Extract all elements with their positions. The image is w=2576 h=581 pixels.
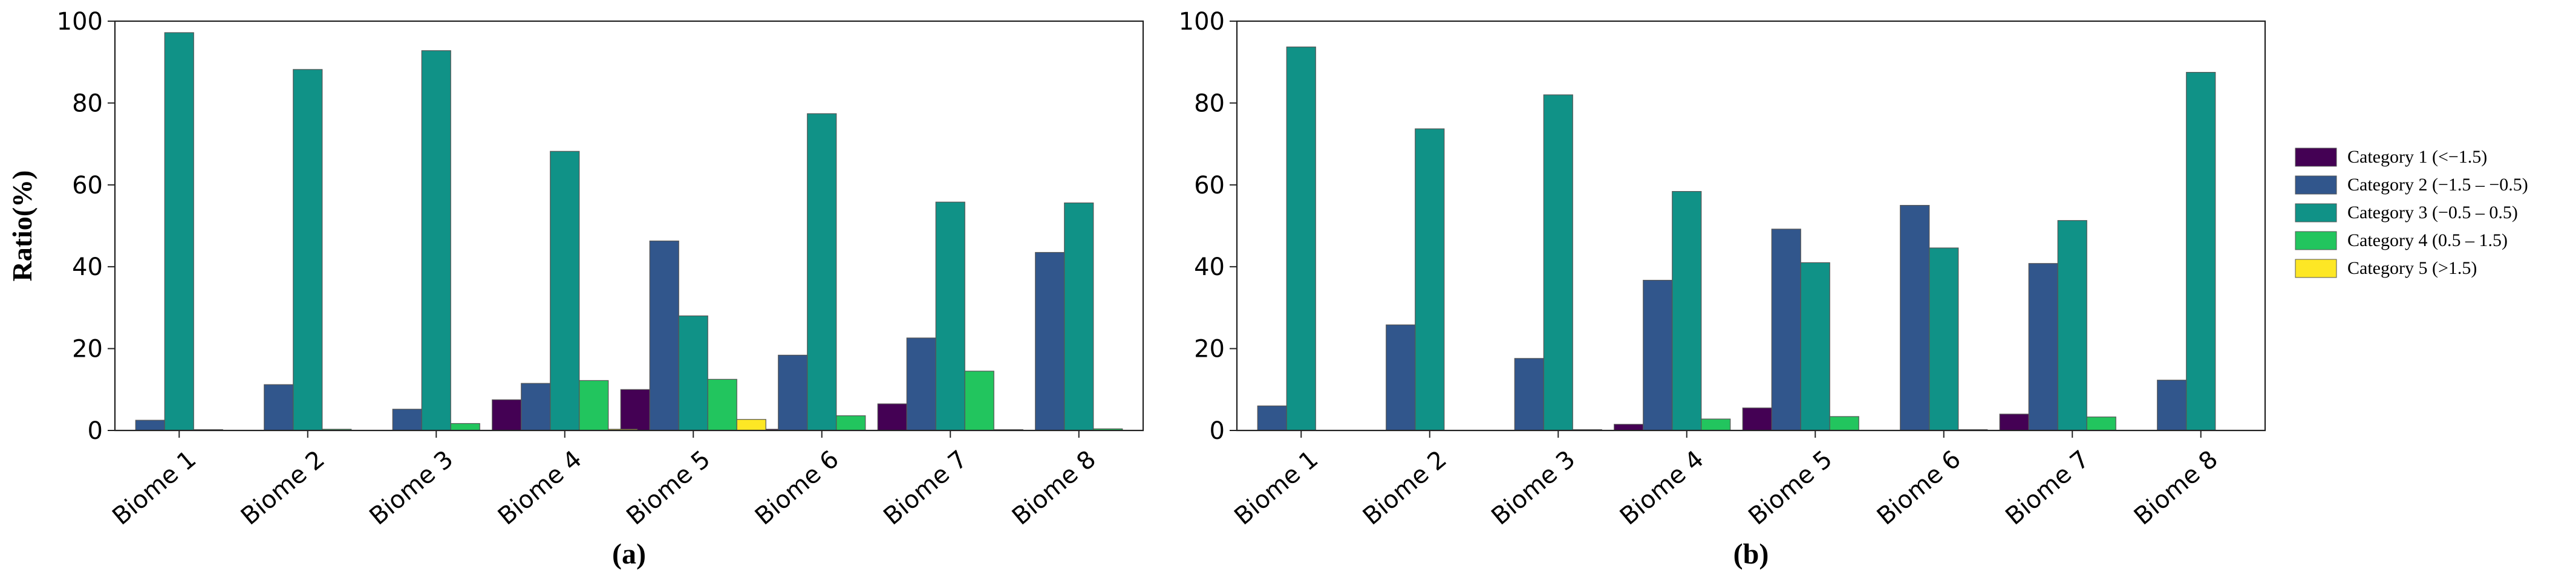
x-tick-label-b: Biome 1 [1229,445,1323,530]
bar-b-s4-c5 [1829,416,1859,431]
y-tick-label-b: 80 [1194,89,1225,117]
bar-a-s1-c4 [492,399,522,431]
bar-b-s3-c6 [1929,247,1959,431]
legend-label-4: Category 4 (0.5 – 1.5) [2347,230,2508,250]
panel-label-b: (b) [1733,538,1769,570]
y-tick-label-b: 20 [1194,336,1225,363]
bar-b-s4-c7 [2086,417,2116,431]
bar-a-s3-c4 [550,151,580,431]
y-tick-label-a: 20 [72,336,103,363]
x-tick-label-b: Biome 8 [2129,445,2223,530]
x-tick-label-b: Biome 6 [1872,445,1966,530]
bar-b-s2-c3 [1514,358,1544,431]
legend-swatch-5 [2295,259,2337,278]
bar-a-s3-c8 [1064,202,1094,431]
bar-b-s1-c4 [1614,424,1644,431]
bar-a-s1-c5 [620,389,650,431]
plot-frame-b [1236,20,2266,432]
bar-a-s5-c5 [736,419,766,431]
x-tick-label-a: Biome 5 [621,445,716,530]
bar-a-s2-c7 [906,337,936,431]
x-tick-label-a: Biome 3 [364,445,458,530]
x-tick-label-a: Biome 6 [750,445,844,530]
legend-label-5: Category 5 (>1.5) [2347,258,2477,278]
bar-a-s2-c3 [392,409,422,431]
y-tick-label-b: 40 [1194,253,1225,281]
bar-a-s4-c3 [450,423,480,431]
legend-swatch-2 [2295,175,2337,195]
legend-label-2: Category 2 (−1.5 – −0.5) [2347,175,2528,195]
bar-a-s4-c6 [836,415,866,431]
y-tick-label-a: 80 [72,89,103,117]
x-tick-label-b: Biome 2 [1358,445,1452,530]
bar-b-s3-c3 [1543,94,1573,431]
x-tick-label-a: Biome 8 [1007,445,1101,530]
bar-a-s2-c2 [264,384,294,431]
bar-a-s4-c4 [579,380,609,431]
legend-swatch-4 [2295,231,2337,250]
bar-b-s2-c5 [1771,229,1801,431]
bar-a-s2-c6 [778,354,808,431]
bar-a-s4-c7 [964,371,994,431]
plot-frame-a [114,20,1144,432]
x-tick-label-a: Biome 2 [236,445,330,530]
x-tick-label-b: Biome 7 [2000,445,2095,530]
legend-label-1: Category 1 (<−1.5) [2347,147,2487,167]
bar-b-s3-c8 [2186,72,2216,431]
x-tick-label-b: Biome 4 [1615,445,1709,530]
bar-a-s3-c6 [807,113,837,431]
panel-label-a: (a) [612,538,646,570]
y-tick-label-a: 60 [72,172,103,200]
bar-b-s3-c7 [2057,220,2087,431]
bar-b-s2-c8 [2157,380,2187,431]
bar-a-s3-c7 [935,201,965,431]
bar-b-s3-c2 [1415,128,1445,431]
bar-a-s1-c7 [877,403,907,431]
bar-b-s2-c2 [1386,324,1416,431]
bar-a-s3-c1 [164,32,194,431]
panel-b-chart: 0 20 40 60 80 100 Biome 1 Biome 2 Biome 3 Biome 4… [1179,8,2266,570]
y-tick-label-b: 60 [1194,172,1225,200]
y-tick-label-a: 40 [72,253,103,281]
panel-a-chart: 0 20 40 60 80 100 Biome 1 Biome 2 Biome 3 Biome 4… [7,8,1144,570]
bar-a-s3-c2 [293,69,323,431]
bar-b-s2-c1 [1257,405,1287,431]
y-tick-label-a: 100 [57,8,103,36]
bar-b-s2-c6 [1900,205,1930,431]
bar-b-s3-c4 [1672,191,1702,431]
bar-b-s2-c4 [1643,279,1673,431]
legend-label-3: Category 3 (−0.5 – 0.5) [2347,203,2518,222]
bar-a-s2-c5 [649,240,679,431]
bar-a-s4-c5 [707,378,737,431]
bar-b-s2-c7 [2028,263,2058,431]
y-tick-label-a: 0 [88,417,103,445]
bar-b-s1-c7 [1999,414,2029,431]
y-tick-label-b: 100 [1179,8,1225,36]
legend-swatch-1 [2295,148,2337,167]
bar-b-s1-c5 [1742,407,1772,431]
x-tick-label-b: Biome 3 [1486,445,1580,530]
bar-b-s4-c4 [1701,418,1731,431]
y-tick-label-b: 0 [1210,417,1225,445]
x-tick-label-b: Biome 5 [1743,445,1837,530]
bar-a-s2-c1 [135,420,165,431]
bar-a-s2-c4 [521,383,551,431]
legend-swatch-3 [2295,203,2337,222]
bar-a-s2-c8 [1035,252,1065,431]
bar-a-s3-c3 [421,50,451,431]
x-tick-label-a: Biome 4 [493,445,587,530]
bar-b-s3-c1 [1286,47,1316,431]
x-tick-label-a: Biome 1 [107,445,201,530]
y-axis-label-a: Ratio(%) [7,170,37,282]
x-tick-label-a: Biome 7 [878,445,973,530]
bar-a-s3-c5 [678,315,708,431]
legend: Category 1 (<−1.5) Category 2 (−1.5 – −0.… [2295,147,2528,278]
bar-b-s3-c5 [1800,262,1830,431]
